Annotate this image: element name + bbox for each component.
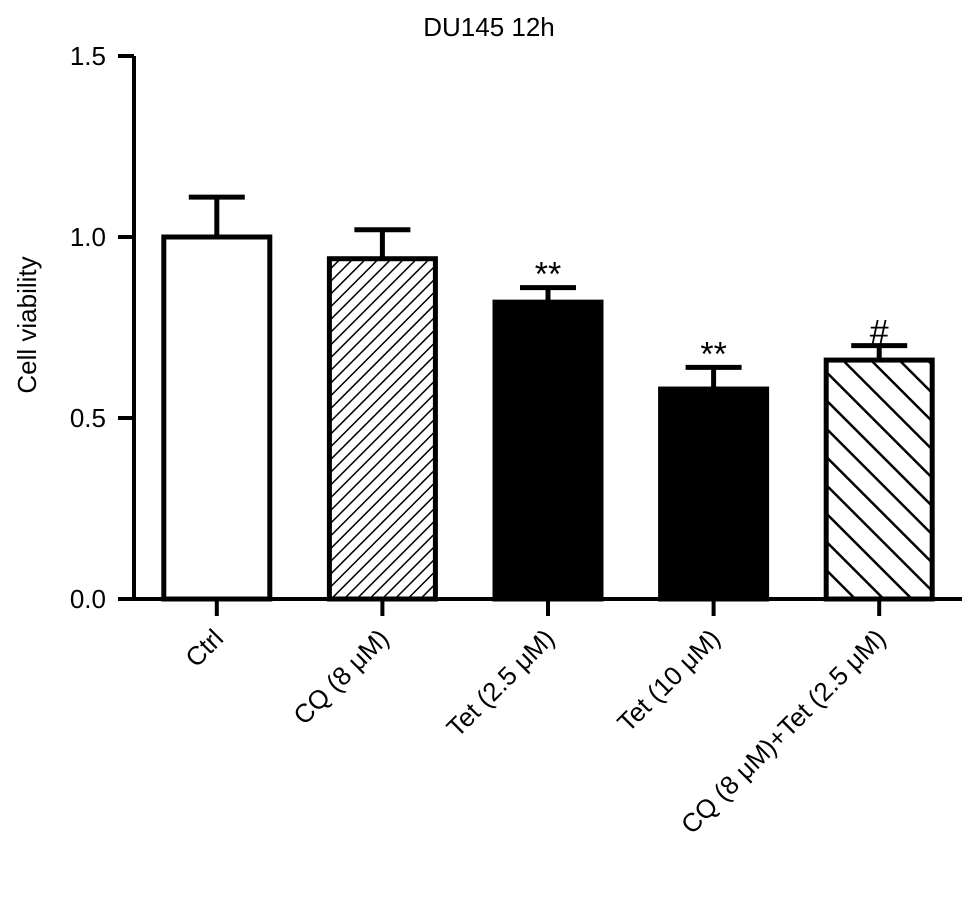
x-tick-label: Tet (2.5 μM) [441,623,561,743]
chart-title: DU145 12h [423,12,555,42]
y-tick-label: 1.0 [70,222,106,252]
x-tick-label: CQ (8 μM) [287,623,394,730]
x-ticks: Ctrl CQ (8 μM) Tet (2.5 μM) Tet (10 μM)CQ (… [179,599,891,840]
significance-label: ** [535,256,561,294]
bar [658,386,770,602]
bar [492,299,604,602]
y-tick-label: 0.5 [70,403,106,433]
bar [823,357,935,602]
y-tick-label: 1.5 [70,41,106,71]
significance-label: # [870,314,889,352]
y-tick-label: 0.0 [70,584,106,614]
x-tick-label: Tet (10 μM) [611,623,726,738]
significance-marks: ** ** # [535,256,889,374]
x-tick-label: Ctrl [179,623,229,673]
error-bars [188,194,908,390]
bar [326,256,438,602]
bar [161,234,273,602]
y-axis-label: Cell viability [12,256,42,393]
significance-label: ** [700,335,726,373]
y-ticks: 0.0 0.5 1.0 1.5 [70,41,134,614]
